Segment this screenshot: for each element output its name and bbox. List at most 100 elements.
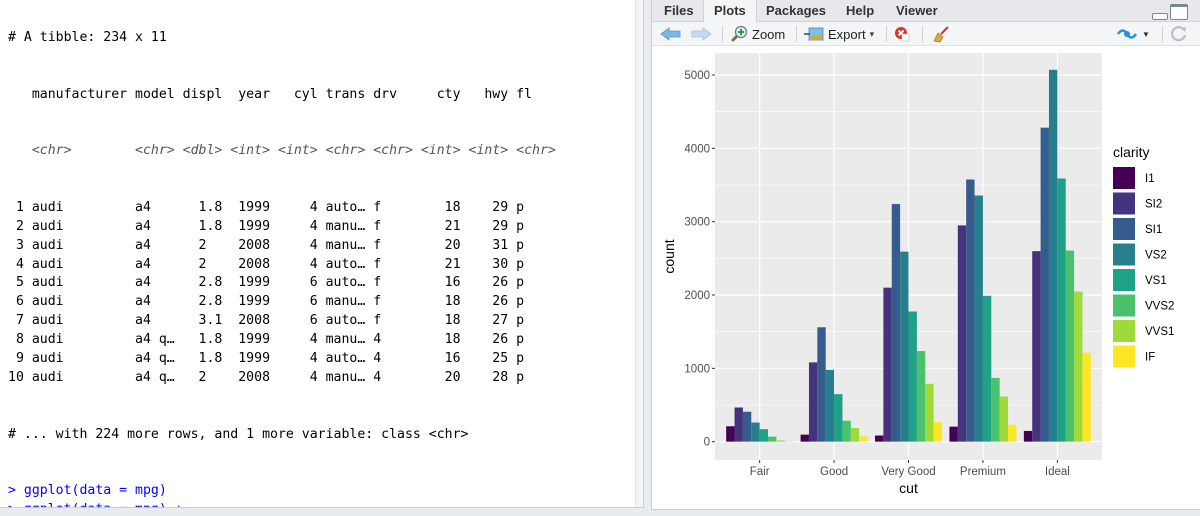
legend-key-vvs1 bbox=[1113, 320, 1135, 342]
y-tick-label: 2000 bbox=[684, 290, 710, 302]
export-button[interactable]: Export ▾ bbox=[804, 25, 874, 43]
clear-all-plots-button[interactable] bbox=[932, 25, 950, 43]
tibble-row: 7 audi a4 3.1 2008 6 auto… f 18 27 p bbox=[8, 313, 525, 329]
x-tick-label: Ideal bbox=[1045, 466, 1070, 478]
toolbar-divider bbox=[796, 26, 797, 42]
bar-i1-very-good bbox=[875, 435, 884, 442]
refresh-icon bbox=[1171, 26, 1187, 42]
x-tick-label: Very Good bbox=[881, 466, 935, 478]
publish-dropdown-caret: ▼ bbox=[1142, 29, 1150, 39]
legend-key-vvs2 bbox=[1113, 294, 1135, 317]
console-command-line: > ggplot(data = mpg) bbox=[8, 483, 167, 499]
legend-key-vs1 bbox=[1113, 269, 1135, 291]
plot-canvas: 0 1000 2000 3000 4000 5000 Fair Good Very Good Pr… bbox=[652, 47, 1200, 509]
bar-vs2-ideal bbox=[1048, 69, 1058, 442]
export-dropdown-caret: ▾ bbox=[869, 28, 875, 39]
bar-vvs2-fair bbox=[768, 436, 777, 442]
legend-key-si1 bbox=[1113, 218, 1135, 240]
x-tick-label: Fair bbox=[750, 466, 770, 478]
tab-plots[interactable]: Plots bbox=[703, 0, 757, 23]
back-button[interactable] bbox=[660, 25, 682, 43]
legend-label: VS1 bbox=[1145, 275, 1167, 287]
bar-if-good bbox=[859, 436, 868, 442]
bar-si1-very-good bbox=[891, 204, 901, 442]
tibble-rows: 1 audi a4 1.8 1999 4 auto… f 18 29 p 2 a… bbox=[8, 199, 596, 388]
toolbar-divider bbox=[886, 26, 887, 42]
maximize-pane-button[interactable] bbox=[1170, 4, 1188, 20]
bar-si2-premium bbox=[957, 225, 967, 442]
dodged-bar-chart: 0 1000 2000 3000 4000 5000 Fair Good Very Good Pr… bbox=[661, 53, 1174, 496]
remove-plot-icon bbox=[895, 27, 910, 42]
console-scrollbar[interactable] bbox=[635, 0, 643, 507]
bar-si1-premium bbox=[966, 179, 975, 442]
bar-si2-very-good bbox=[883, 287, 892, 442]
bar-i1-good bbox=[800, 434, 809, 442]
legend-label: SI2 bbox=[1145, 199, 1162, 211]
plots-toolbar: Zoom Export ▾ bbox=[652, 22, 1200, 46]
tibble-column-header: manufacturer model displ year cyl trans … bbox=[8, 86, 533, 102]
tab-viewer[interactable]: Viewer bbox=[896, 3, 938, 18]
export-image-icon bbox=[804, 27, 824, 41]
console-pane[interactable]: # A tibble: 234 x 11 manufacturer model … bbox=[0, 0, 644, 508]
bar-si2-ideal bbox=[1032, 251, 1041, 442]
tibble-row: 9 audi a4 q… 1.8 1999 4 auto… 4 16 25 p bbox=[8, 351, 525, 367]
toolbar-divider bbox=[922, 26, 923, 42]
publish-icon bbox=[1116, 29, 1138, 39]
tab-files[interactable]: Files bbox=[664, 3, 694, 18]
publish-button[interactable]: ▼ bbox=[1116, 25, 1150, 43]
y-tick-label: 4000 bbox=[684, 143, 710, 155]
bar-si1-good bbox=[817, 327, 826, 442]
refresh-button[interactable] bbox=[1170, 25, 1188, 43]
bar-vvs1-fair bbox=[776, 440, 785, 442]
legend-label: VVS1 bbox=[1145, 326, 1174, 338]
zoom-button[interactable]: Zoom bbox=[730, 25, 785, 43]
tibble-row: 6 audi a4 2.8 1999 6 manu… f 18 26 p bbox=[8, 294, 525, 310]
bar-vs2-good bbox=[825, 369, 835, 442]
bar-vs1-very-good bbox=[908, 311, 917, 442]
legend-label: SI1 bbox=[1145, 224, 1162, 236]
tibble-row: 3 audi a4 2 2008 4 manu… f 20 31 p bbox=[8, 237, 525, 253]
legend-key-i1 bbox=[1113, 167, 1135, 189]
legend-label: VVS2 bbox=[1145, 301, 1174, 313]
y-tick-label: 3000 bbox=[684, 217, 710, 229]
bar-vvs2-ideal bbox=[1065, 250, 1075, 442]
x-tick-label: Premium bbox=[960, 466, 1006, 478]
bar-vs2-fair bbox=[751, 422, 760, 442]
bar-si2-fair bbox=[734, 407, 743, 442]
export-label: Export bbox=[828, 26, 866, 42]
x-tick-label: Good bbox=[820, 466, 848, 478]
bar-vvs1-very-good bbox=[925, 383, 934, 442]
window-controls bbox=[1152, 4, 1188, 20]
legend-key-si2 bbox=[1113, 192, 1135, 215]
pane-tabbar: Files Plots Packages Help Viewer bbox=[652, 0, 1200, 23]
zoom-magnifier-icon bbox=[731, 25, 748, 42]
tibble-row: 2 audi a4 1.8 1999 4 manu… f 21 29 p bbox=[8, 218, 525, 234]
bar-vs1-fair bbox=[759, 429, 769, 442]
bar-vvs2-premium bbox=[991, 377, 1000, 442]
minimize-pane-button[interactable] bbox=[1152, 13, 1168, 20]
bar-if-fair bbox=[784, 441, 794, 442]
plots-pane: Files Plots Packages Help Viewer bbox=[651, 0, 1200, 510]
tibble-row: 8 audi a4 q… 1.8 1999 4 manu… 4 18 26 p bbox=[8, 332, 525, 348]
bar-vvs1-good bbox=[850, 428, 860, 442]
broom-icon bbox=[933, 26, 949, 43]
bar-if-very-good bbox=[933, 422, 942, 442]
legend-label: VS2 bbox=[1145, 250, 1167, 262]
tab-packages[interactable]: Packages bbox=[766, 3, 826, 18]
tibble-row: 10 audi a4 q… 2 2008 4 manu… 4 20 28 p bbox=[8, 369, 525, 385]
bar-vvs2-good bbox=[842, 420, 851, 442]
zoom-label: Zoom bbox=[752, 26, 786, 42]
legend-label: I1 bbox=[1145, 173, 1155, 185]
legend-title: clarity bbox=[1113, 144, 1150, 160]
y-axis-title: count bbox=[661, 239, 677, 273]
y-tick-label: 1000 bbox=[684, 363, 710, 375]
tibble-row: 4 audi a4 2 2008 4 auto… f 21 30 p bbox=[8, 256, 525, 272]
remove-plot-button[interactable] bbox=[894, 25, 910, 43]
bar-si2-good bbox=[808, 362, 818, 442]
bar-i1-ideal bbox=[1023, 430, 1033, 442]
bar-vvs1-premium bbox=[999, 396, 1009, 442]
toolbar-divider bbox=[1162, 26, 1163, 42]
tab-help[interactable]: Help bbox=[846, 3, 875, 18]
forward-button[interactable] bbox=[690, 25, 712, 43]
legend-key-vs2 bbox=[1113, 243, 1135, 266]
